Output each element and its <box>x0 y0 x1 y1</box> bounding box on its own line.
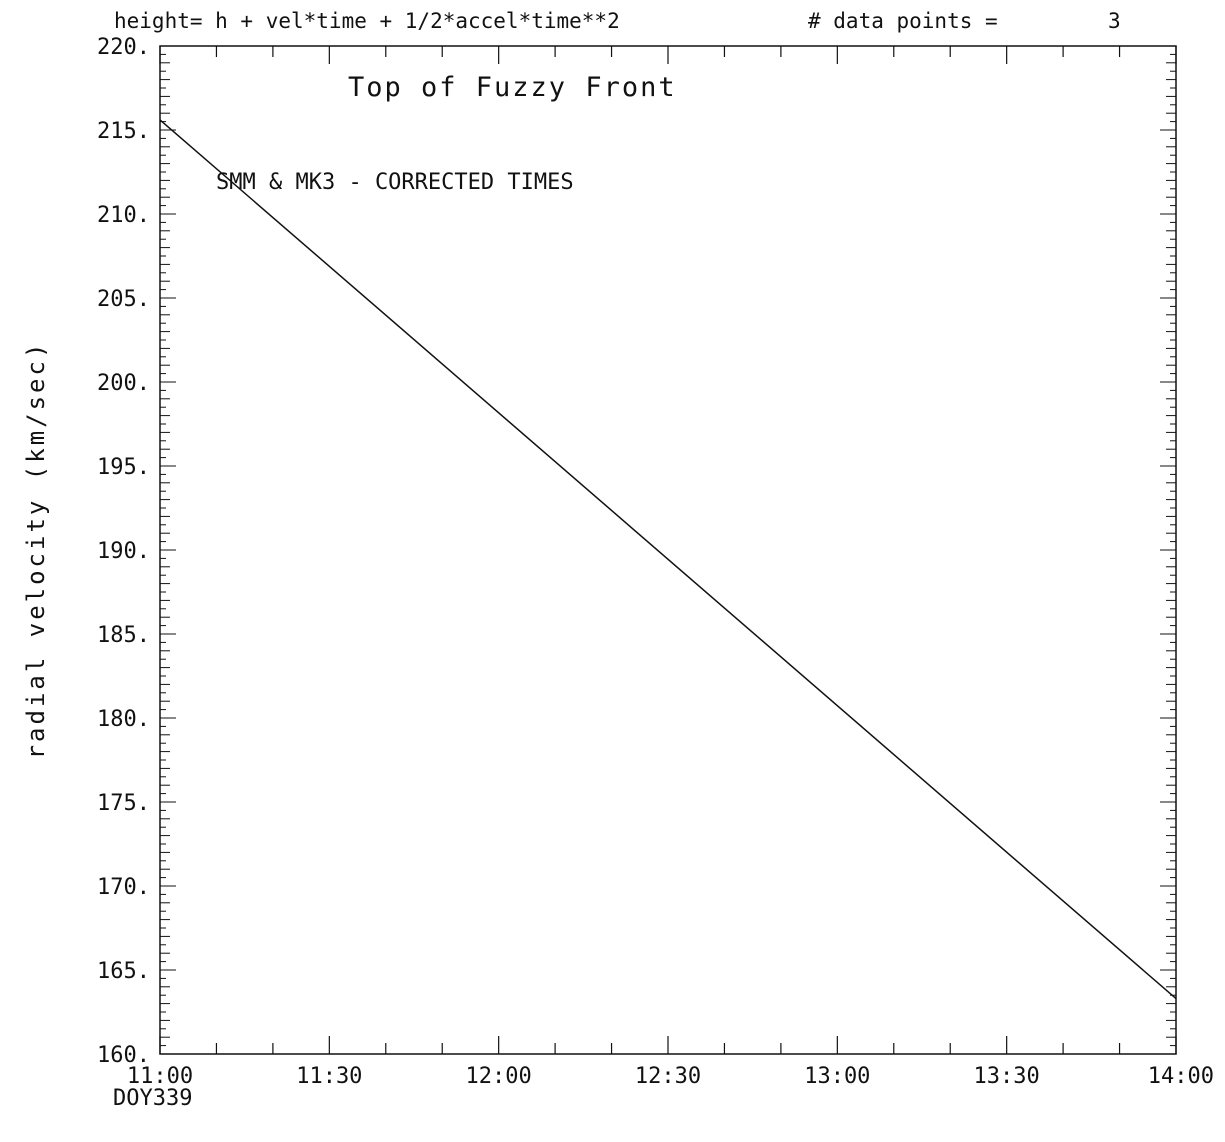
y-axis-label: radial velocity (km/sec) <box>22 341 50 760</box>
formula-header: height= h + vel*time + 1/2*accel*time**2 <box>114 9 620 33</box>
x-tick-label: 11:30 <box>296 1064 362 1089</box>
x-tick-label: 13:30 <box>974 1064 1040 1089</box>
y-tick-label: 175. <box>97 791 150 816</box>
chart-title: Top of Fuzzy Front <box>348 72 677 103</box>
y-tick-labels: 220. 215. 210. 205. 200. 195. 190. 185. 180. 175.… <box>97 35 150 1068</box>
x-tick-label: 14:00 <box>1148 1064 1214 1089</box>
y-tick-label: 190. <box>97 539 150 564</box>
axis-ticks <box>159 45 1177 1055</box>
data-points-label: # data points = <box>808 9 998 33</box>
data-points-value: 3 <box>1108 9 1121 33</box>
x-tick-labels: 11:00 11:30 12:00 12:30 13:00 13:30 14:00 <box>127 1064 1214 1089</box>
y-tick-label: 220. <box>97 35 150 60</box>
y-tick-label: 200. <box>97 371 150 396</box>
y-tick-label: 160. <box>97 1043 150 1068</box>
x-tick-label: 12:00 <box>466 1064 532 1089</box>
plot-frame <box>159 45 1177 1055</box>
y-tick-label: 185. <box>97 623 150 648</box>
y-tick-label: 205. <box>97 287 150 312</box>
y-tick-label: 165. <box>97 959 150 984</box>
y-tick-label: 195. <box>97 455 150 480</box>
x-tick-label: 12:30 <box>635 1064 701 1089</box>
x-tick-label: 11:00 <box>127 1064 193 1089</box>
x-sublabel: DOY339 <box>113 1086 192 1111</box>
y-tick-label: 210. <box>97 203 150 228</box>
velocity-series-line <box>159 119 1177 1000</box>
chart-annotation: SMM & MK3 - CORRECTED TIMES <box>216 170 574 195</box>
y-tick-label: 180. <box>97 707 150 732</box>
series-group <box>159 119 1177 1000</box>
y-tick-label: 215. <box>97 119 150 144</box>
y-tick-label: 170. <box>97 875 150 900</box>
x-tick-label: 13:00 <box>804 1064 870 1089</box>
